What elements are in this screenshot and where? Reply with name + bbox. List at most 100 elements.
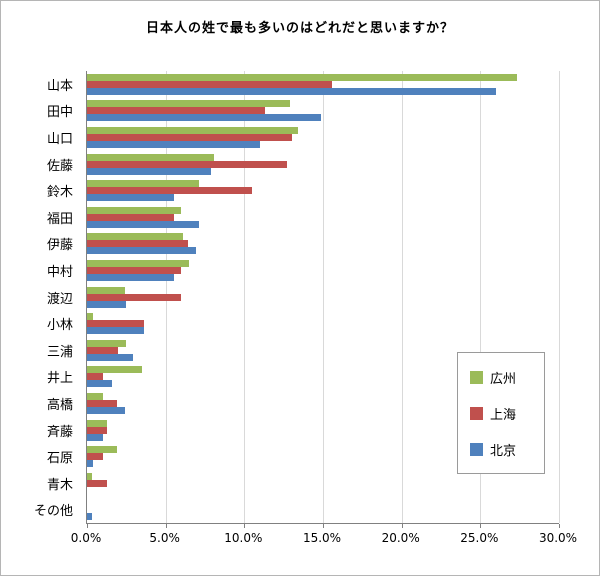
category-label: 青木	[46, 477, 73, 493]
legend-swatch	[470, 406, 483, 420]
axis-tick	[323, 524, 324, 528]
bar-広州	[87, 472, 92, 480]
bar-上海	[87, 346, 119, 354]
bar-北京	[87, 194, 174, 202]
chart-title: 日本人の姓で最も多いのはどれだと思いますか？	[145, 21, 454, 36]
x-tick-label: 0.0%	[70, 531, 102, 545]
category-row	[87, 497, 559, 524]
bar-北京	[87, 273, 174, 281]
category-label: 渡辺	[46, 291, 73, 307]
x-tick-label: 15.0%	[302, 531, 342, 545]
category-row	[87, 231, 559, 258]
bar-北京	[87, 140, 261, 148]
category-row	[87, 151, 559, 178]
category-row	[87, 98, 559, 125]
category-label: 田中	[46, 105, 73, 121]
category-row	[87, 284, 559, 311]
category-label: 斉藤	[46, 424, 73, 440]
bar-北京	[87, 433, 103, 441]
x-tick-label: 5.0%	[149, 531, 180, 545]
category-label: 伊藤	[46, 238, 73, 254]
bar-上海	[87, 213, 174, 221]
bar-北京	[87, 353, 133, 361]
bar-広州	[87, 126, 298, 134]
bar-上海	[87, 187, 253, 195]
bar-広州	[87, 153, 215, 161]
bar-広州	[87, 392, 103, 400]
category-label: 山本	[46, 78, 73, 94]
axis-tick	[244, 524, 246, 528]
category-label: 鈴木	[46, 185, 73, 201]
category-row	[87, 124, 559, 151]
bar-北京	[87, 380, 113, 388]
legend-entry: 上海	[458, 395, 544, 431]
legend-label: 上海	[490, 407, 517, 423]
category-label: 高橋	[46, 397, 73, 413]
bar-北京	[87, 114, 322, 122]
legend-entry: 広州	[458, 359, 544, 395]
category-row	[87, 364, 559, 391]
category-row	[87, 177, 559, 204]
bar-広州	[87, 446, 117, 454]
bar-上海	[87, 240, 188, 248]
category-row	[87, 257, 559, 284]
category-label: 中村	[46, 264, 73, 280]
gridline	[559, 71, 560, 523]
bar-上海	[87, 320, 144, 328]
bar-北京	[87, 87, 497, 95]
category-label: 小林	[46, 318, 73, 334]
axis-tick	[401, 524, 403, 528]
bar-広州	[87, 100, 290, 108]
category-label: 佐藤	[46, 158, 73, 174]
bar-上海	[87, 426, 108, 434]
bar-北京	[87, 300, 127, 308]
bar-rows	[87, 71, 559, 523]
bar-北京	[87, 247, 196, 255]
axis-tick	[559, 524, 560, 528]
gridline	[244, 71, 246, 523]
bar-北京	[87, 406, 125, 414]
bar-広州	[87, 206, 182, 214]
bar-上海	[87, 373, 103, 381]
category-row	[87, 204, 559, 231]
x-tick-label: 30.0%	[538, 531, 578, 545]
bar-上海	[87, 399, 117, 407]
category-label: 山口	[46, 131, 73, 147]
category-row	[87, 310, 559, 337]
gridline	[401, 71, 403, 523]
bar-上海	[87, 453, 103, 461]
bar-広州	[87, 366, 143, 374]
legend: 広州 上海 北京	[457, 352, 545, 474]
legend-swatch	[470, 442, 483, 456]
bar-広州	[87, 180, 199, 188]
bar-北京	[87, 220, 199, 228]
category-label: 井上	[46, 371, 73, 387]
legend-swatch	[470, 370, 483, 384]
bar-上海	[87, 133, 292, 141]
gridline	[323, 71, 324, 523]
category-row	[87, 71, 559, 98]
category-label: 三浦	[46, 344, 73, 360]
y-axis-labels: 山本 田中 山口 佐藤 鈴木 福田 伊藤 中村 渡辺 小林 三浦 井上 高橋 斉藤 石原 青木 その他	[1, 71, 81, 523]
bar-北京	[87, 513, 92, 521]
category-label: 福田	[46, 211, 73, 227]
legend-label: 広州	[490, 371, 517, 387]
bar-北京	[87, 460, 94, 468]
legend-entry: 北京	[458, 431, 544, 467]
category-row	[87, 470, 559, 497]
bar-上海	[87, 80, 333, 88]
bar-上海	[87, 160, 287, 168]
category-row	[87, 417, 559, 444]
bar-北京	[87, 167, 212, 175]
plot-area: 広州 上海 北京	[86, 71, 560, 528]
axis-tick	[165, 524, 167, 528]
bar-広州	[87, 339, 127, 347]
bar-上海	[87, 107, 265, 115]
category-row	[87, 337, 559, 364]
x-axis-labels: 0.0% 5.0% 10.0% 15.0% 20.0% 25.0% 30.0%	[71, 531, 577, 549]
bar-上海	[87, 266, 182, 274]
bar-広州	[87, 313, 94, 321]
category-row	[87, 390, 559, 417]
bar-広州	[87, 259, 190, 267]
